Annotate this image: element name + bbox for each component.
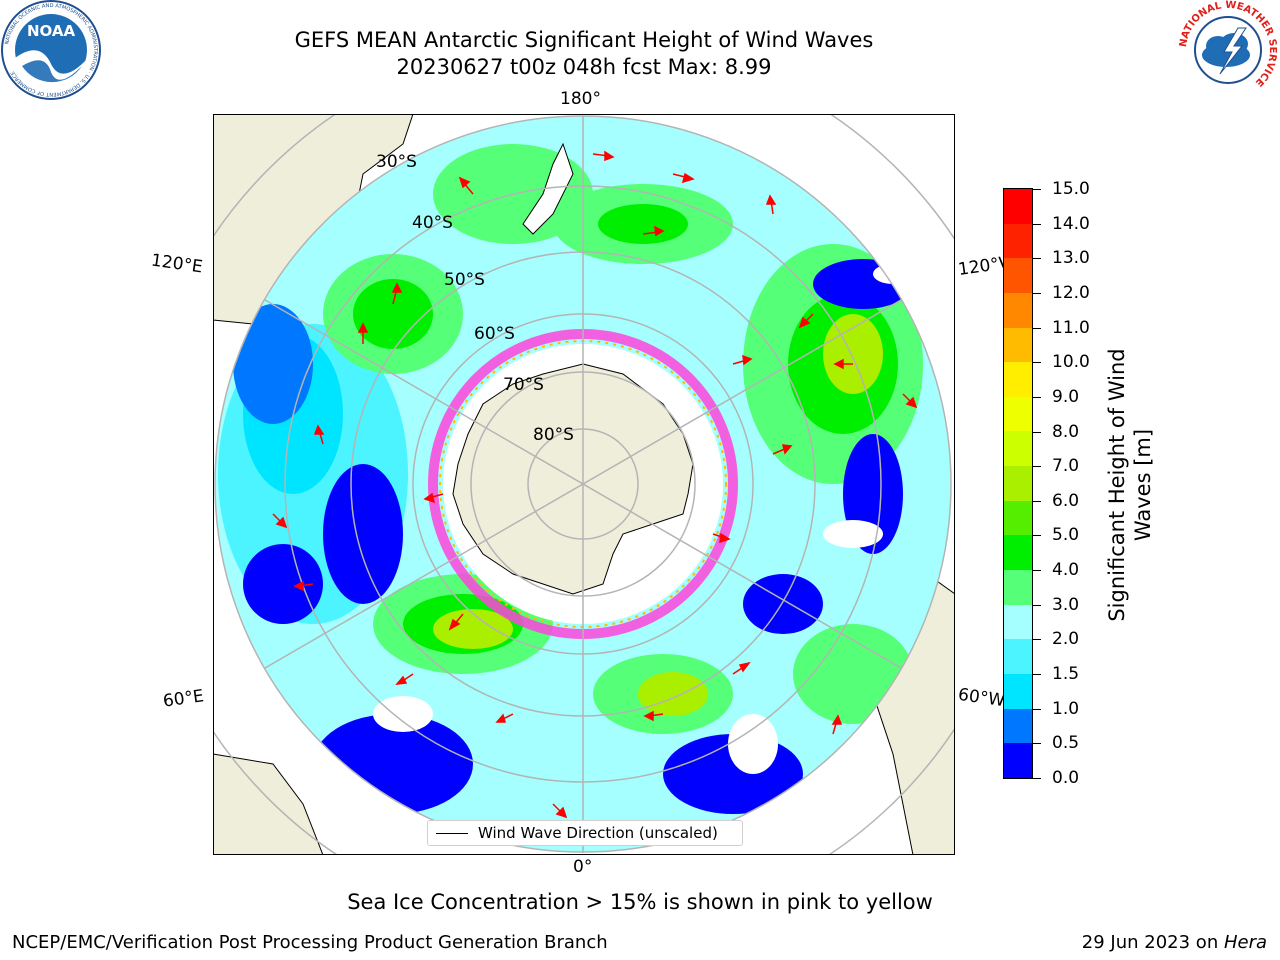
colorbar-tick-label: 5.0 (1052, 525, 1080, 546)
noaa-logo: NOAA NATIONAL OCEANIC AND ATMOSPHERIC AD… (1, 0, 101, 100)
colorbar-tick-label: 10.0 (1052, 352, 1090, 373)
colorbar-tick-mark (1033, 535, 1041, 537)
colorbar-tick-label: 1.5 (1052, 664, 1080, 685)
lon-label-180: 180° (560, 89, 601, 109)
colorbar-tick-label: 14.0 (1052, 213, 1090, 234)
colorbar-segment (1004, 327, 1032, 363)
colorbar-segment (1004, 570, 1032, 605)
colorbar-tick-mark (1033, 396, 1041, 398)
colorbar-tick-mark (1033, 674, 1041, 676)
colorbar-tick-label: 11.0 (1052, 317, 1090, 338)
colorbar-tick-label: 12.0 (1052, 282, 1090, 303)
lat-label-60s: 60°S (474, 324, 515, 344)
colorbar-tick-mark (1033, 223, 1041, 225)
colorbar-segment (1004, 292, 1032, 328)
lon-label-0: 0° (573, 857, 593, 877)
colorbar-segment (1004, 431, 1032, 467)
graticule (213, 114, 955, 855)
nws-logo: NATIONAL WEATHER SERVICE (1178, 0, 1278, 98)
polar-map (213, 114, 955, 855)
colorbar-tick-mark (1033, 570, 1041, 572)
colorbar-tick-label: 3.0 (1052, 594, 1080, 615)
legend-label: Wind Wave Direction (unscaled) (478, 824, 718, 842)
lon-label-60w: 60°W (956, 684, 1007, 712)
colorbar-tick-mark (1033, 431, 1041, 433)
colorbar-tick-label: 1.0 (1052, 698, 1080, 719)
colorbar-tick-label: 8.0 (1052, 421, 1080, 442)
colorbar-tick-label: 0.5 (1052, 733, 1080, 754)
colorbar-tick-label: 7.0 (1052, 456, 1080, 477)
colorbar-tick-label: 4.0 (1052, 560, 1080, 581)
colorbar-tick-label: 9.0 (1052, 386, 1080, 407)
colorbar-segment (1004, 708, 1032, 744)
map-subtitle: 20230627 t00z 048h fcst Max: 8.99 (396, 55, 772, 79)
colorbar (1003, 188, 1033, 779)
colorbar-segment (1004, 396, 1032, 432)
colorbar-tick-mark (1033, 708, 1041, 710)
sea-ice-caption: Sea Ice Concentration > 15% is shown in … (347, 890, 933, 914)
colorbar-segment (1004, 535, 1032, 571)
colorbar-tick-mark (1033, 604, 1041, 606)
colorbar-segment (1004, 466, 1032, 501)
colorbar-segment (1004, 500, 1032, 536)
land-africa (213, 753, 324, 855)
colorbar-segment (1004, 604, 1032, 640)
colorbar-tick-label: 2.0 (1052, 629, 1080, 650)
colorbar-segment (1004, 639, 1032, 674)
footer-credit: NCEP/EMC/Verification Post Processing Pr… (12, 932, 608, 953)
lat-label-50s: 50°S (444, 270, 485, 290)
noaa-logo-text: NOAA (27, 22, 76, 40)
colorbar-label: Significant Height of Wind Waves [m] (1105, 348, 1155, 622)
colorbar-tick-mark (1033, 500, 1041, 502)
lat-label-40s: 40°S (412, 213, 453, 233)
wave-direction-arrows (272, 150, 918, 819)
map-frame (213, 114, 955, 855)
colorbar-tick-mark (1033, 639, 1041, 641)
colorbar-tick-mark (1033, 778, 1041, 779)
footer-date: 29 Jun 2023 on Hera (1082, 932, 1267, 953)
land-new-zealand (522, 142, 574, 235)
colorbar-tick-label: 6.0 (1052, 490, 1080, 511)
lat-label-30s: 30°S (376, 152, 417, 172)
colorbar-segment (1004, 223, 1032, 259)
footer-machine: Hera (1223, 932, 1267, 953)
legend-line-sample (436, 833, 468, 834)
wave-field (218, 144, 923, 814)
colorbar-tick-mark (1033, 362, 1041, 364)
colorbar-tick-label: 15.0 (1052, 179, 1090, 199)
lon-label-120e: 120°E (149, 250, 204, 278)
colorbar-tick-mark (1033, 258, 1041, 260)
colorbar-tick-mark (1033, 189, 1041, 190)
colorbar-segment (1004, 362, 1032, 397)
colorbar-segment (1004, 743, 1032, 778)
colorbar-segment (1004, 673, 1032, 709)
colorbar-segment (1004, 258, 1032, 293)
lat-label-80s: 80°S (533, 425, 574, 445)
colorbar-tick-label: 13.0 (1052, 248, 1090, 269)
footer-date-text: 29 Jun 2023 on (1081, 932, 1224, 953)
lat-label-70s: 70°S (503, 375, 544, 395)
map-legend: Wind Wave Direction (unscaled) (427, 820, 743, 846)
colorbar-tick-label: 0.0 (1052, 768, 1080, 788)
lon-label-60e: 60°E (161, 686, 206, 712)
map-title: GEFS MEAN Antarctic Significant Height o… (294, 28, 874, 52)
colorbar-tick-mark (1033, 743, 1041, 745)
colorbar-tick-mark (1033, 327, 1041, 329)
colorbar-tick-mark (1033, 466, 1041, 468)
colorbar-tick-mark (1033, 292, 1041, 294)
colorbar-segment (1004, 189, 1032, 224)
